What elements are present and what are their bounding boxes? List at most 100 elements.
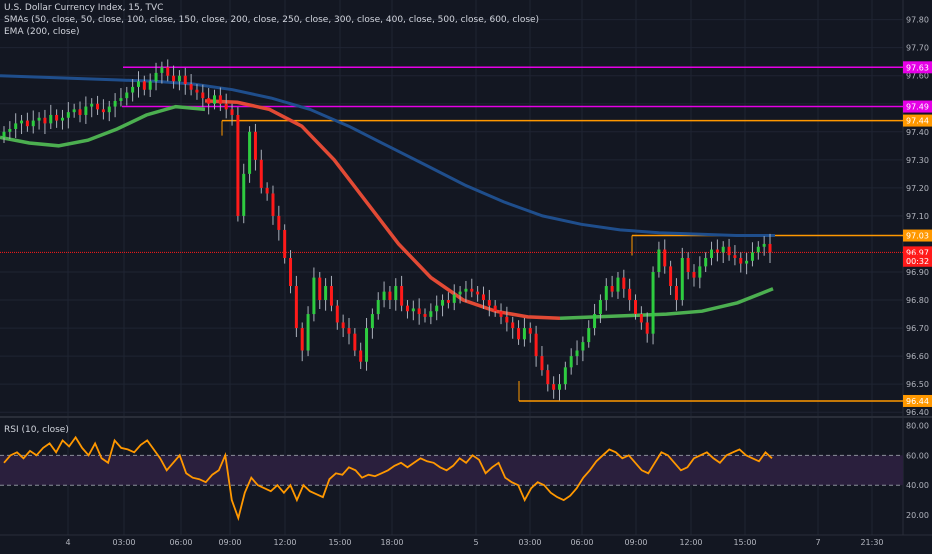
price-tick-label: 96.80 (906, 296, 929, 305)
price-tick-label: 97.10 (906, 212, 929, 221)
candle-body (464, 288, 468, 292)
candle-body (248, 131, 252, 174)
candle-body (166, 67, 170, 76)
candle-body (423, 314, 427, 317)
candle-body (312, 277, 316, 315)
candle-body (154, 72, 158, 82)
candle-body (452, 294, 456, 303)
price-badge-label: 97.63 (906, 63, 929, 72)
price-tick-label: 96.70 (906, 324, 929, 333)
candle-body (119, 98, 123, 101)
time-tick-label: 06:00 (570, 538, 593, 547)
candle-body (499, 311, 503, 317)
sma-line (0, 74, 775, 237)
candle-body (207, 98, 211, 104)
candle-body (160, 67, 164, 73)
candle-body (686, 257, 690, 272)
candle-body (669, 266, 673, 287)
candle-body (546, 370, 550, 385)
candle-body (72, 109, 76, 113)
candle-body (294, 286, 298, 329)
candle-body (756, 246, 760, 253)
candle-body (2, 131, 6, 138)
time-tick-label: 03:00 (518, 538, 541, 547)
candle-body (324, 286, 328, 301)
candle-body (604, 286, 608, 301)
candle-body (505, 316, 509, 323)
candle-body (148, 81, 152, 90)
candle-body (14, 123, 18, 129)
time-tick-label: 03:00 (112, 538, 135, 547)
candle-body (721, 246, 725, 253)
time-tick-label: 21:30 (860, 538, 883, 547)
time-tick-label: 7 (815, 538, 820, 547)
candle-body (710, 249, 714, 258)
candle-body (651, 271, 655, 334)
price-badge (903, 114, 932, 127)
candle-body (213, 95, 217, 104)
candle-body (610, 286, 614, 292)
price-tick-label: 96.60 (906, 352, 929, 361)
candle-body (493, 305, 497, 312)
price-badge-label: 96.44 (906, 397, 929, 406)
candle-body (587, 328, 591, 343)
time-tick-label: 5 (473, 538, 478, 547)
price-tick-label: 97.20 (906, 184, 929, 193)
candle-body (680, 257, 684, 301)
price-badge-label: 97.49 (906, 103, 929, 112)
candle-body (283, 229, 287, 258)
candle-body (441, 300, 445, 306)
candle-body (31, 120, 35, 127)
candle-body (142, 81, 146, 90)
candle-body (289, 257, 293, 287)
candle-body (218, 95, 222, 104)
candle-body (136, 81, 140, 87)
price-badge-label: 97.44 (906, 117, 929, 126)
price-badge (903, 229, 932, 242)
candle-body (90, 103, 94, 107)
candle-body (96, 103, 100, 110)
candle-body (306, 314, 310, 351)
candle-body (242, 173, 246, 216)
time-tick-label: 06:00 (169, 538, 192, 547)
candle-body (78, 109, 82, 115)
candle-body (183, 75, 187, 85)
rsi-tick-label: 80.00 (906, 421, 929, 430)
time-tick-label: 15:00 (328, 538, 351, 547)
rsi-band (0, 455, 903, 486)
time-tick-label: 18:00 (380, 538, 403, 547)
candle-body (271, 193, 275, 216)
candle-body (66, 112, 70, 118)
price-badge (903, 394, 932, 407)
candle-body (318, 277, 322, 301)
candle-body (552, 384, 556, 390)
time-tick-label: 12:00 (679, 538, 702, 547)
candle-body (727, 246, 731, 256)
candle-body (704, 257, 708, 267)
candle-body (49, 114, 53, 124)
candle-body (43, 117, 47, 124)
candle-body (405, 305, 409, 312)
price-tick-label: 97.60 (906, 72, 929, 81)
price-tick-label: 97.30 (906, 156, 929, 165)
candle-body (750, 252, 754, 261)
candle-body (522, 328, 526, 340)
price-badge (903, 100, 932, 113)
candle-body (481, 294, 485, 301)
candle-body (411, 308, 415, 312)
candle-body (25, 120, 29, 127)
candle-body (598, 300, 602, 315)
candle-body (540, 356, 544, 371)
candle-body (107, 106, 111, 113)
candle-body (230, 109, 234, 115)
candle-body (557, 384, 561, 390)
price-tick-label: 97.70 (906, 44, 929, 53)
candle-body (446, 300, 450, 303)
candle-body (768, 243, 772, 253)
candle-body (253, 131, 257, 160)
candle-body (201, 92, 205, 99)
candle-body (277, 215, 281, 230)
sma-legend: SMAs (50, close, 50, close, 100, close, … (4, 15, 540, 25)
candle-body (534, 333, 538, 357)
